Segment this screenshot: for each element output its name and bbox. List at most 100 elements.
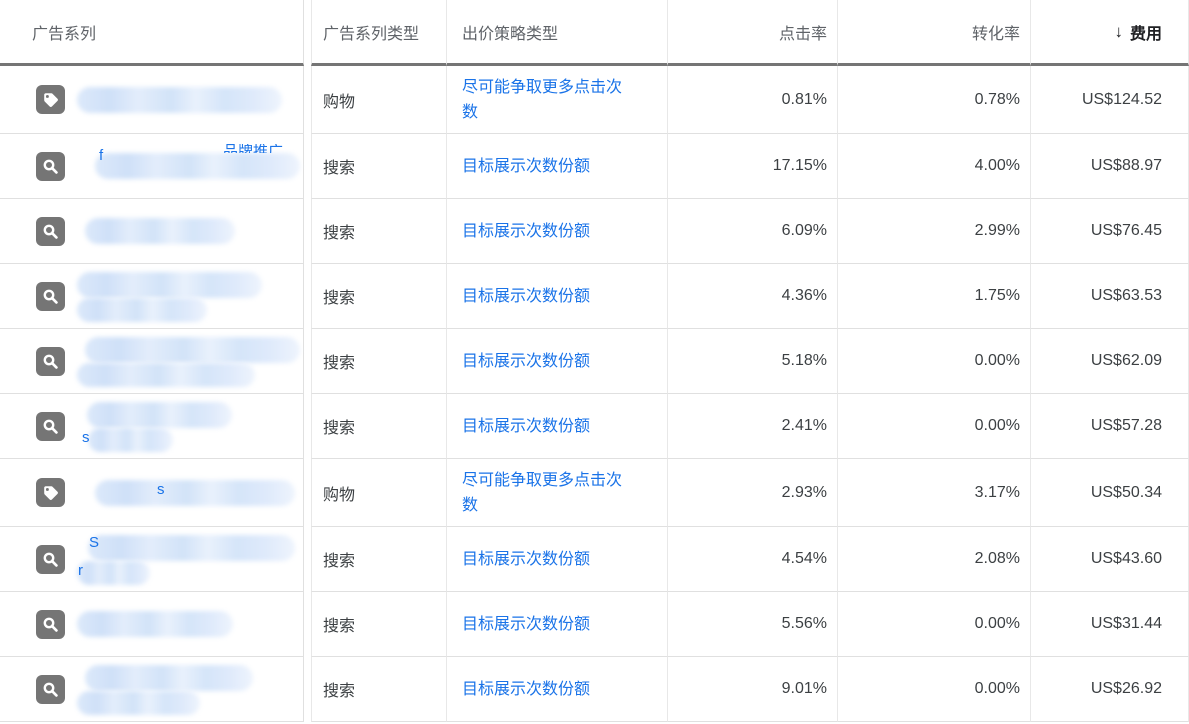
col-header-conversion-rate-label: 转化率: [971, 25, 1020, 43]
campaign-type-cell: 搜索: [311, 134, 446, 199]
bid-strategy-link[interactable]: 尽可能争取更多点击次数: [462, 78, 623, 121]
redacted-name-blur: [77, 561, 150, 585]
campaign-name-redacted[interactable]: [77, 66, 303, 133]
frozen-column-gap: [304, 264, 311, 329]
ctr-cell: 4.54%: [667, 527, 837, 592]
cost-value: US$88.97: [1090, 157, 1162, 174]
campaign-name-redacted[interactable]: s: [77, 394, 303, 458]
bid-strategy-link[interactable]: 目标展示次数份额: [462, 550, 591, 568]
campaign-name-redacted[interactable]: [77, 657, 303, 721]
bid-strategy-link[interactable]: 目标展示次数份额: [462, 417, 591, 435]
search-icon: [36, 346, 65, 376]
bid-strategy-cell: 尽可能争取更多点击次数: [446, 459, 667, 527]
ctr-cell: 17.15%: [667, 134, 837, 199]
bid-strategy-link[interactable]: 目标展示次数份额: [462, 680, 591, 698]
ctr-cell: 6.09%: [667, 199, 837, 264]
bid-strategy-link[interactable]: 目标展示次数份额: [462, 287, 591, 305]
cost-value: US$31.44: [1090, 615, 1162, 632]
bid-strategy-cell: 目标展示次数份额: [446, 264, 667, 329]
table-row[interactable]: 搜索 目标展示次数份额 6.09% 2.99% US$76.45: [0, 199, 1189, 264]
campaign-cell: [0, 592, 304, 657]
campaign-type-label: 购物: [323, 93, 356, 111]
campaign-name-redacted[interactable]: [77, 264, 303, 328]
campaign-name-redacted[interactable]: f 品牌推广: [77, 134, 303, 198]
table-row[interactable]: f 品牌推广 搜索 目标展示次数份额 17.15% 4.00% US$88.97: [0, 134, 1189, 199]
conversion-rate-value: 3.17%: [974, 483, 1020, 501]
table-row[interactable]: 购物 尽可能争取更多点击次数 0.81% 0.78% US$124.52: [0, 66, 1189, 134]
redacted-name-blur: [85, 218, 235, 244]
search-icon: [36, 609, 65, 639]
campaign-name-redacted[interactable]: [77, 199, 303, 263]
campaign-type-label: 搜索: [323, 160, 356, 177]
ctr-value: 0.81%: [781, 90, 827, 108]
cost-value: US$43.60: [1090, 550, 1162, 567]
campaign-name-redacted[interactable]: [77, 592, 303, 656]
search-icon: [36, 411, 65, 441]
cost-cell: US$57.28: [1030, 394, 1189, 459]
col-header-conversion-rate[interactable]: 转化率: [837, 0, 1030, 66]
bid-strategy-link[interactable]: 目标展示次数份额: [462, 615, 591, 633]
cost-value: US$76.45: [1090, 222, 1162, 239]
campaign-name-fragment: f: [99, 147, 104, 164]
table-row[interactable]: 搜索 目标展示次数份额 5.18% 0.00% US$62.09: [0, 329, 1189, 394]
ctr-value: 6.09%: [781, 222, 827, 239]
bid-strategy-link[interactable]: 目标展示次数份额: [462, 352, 591, 370]
sort-descending-icon: ↓: [1114, 21, 1123, 41]
table-header-row: 广告系列 广告系列类型 出价策略类型 点击率 转化率 ↓ 费用: [0, 0, 1189, 66]
bid-strategy-cell: 目标展示次数份额: [446, 527, 667, 592]
search-icon: [36, 544, 65, 574]
bid-strategy-link[interactable]: 目标展示次数份额: [462, 222, 591, 240]
col-header-ctr[interactable]: 点击率: [667, 0, 837, 66]
campaign-cell: [0, 264, 304, 329]
bid-strategy-cell: 目标展示次数份额: [446, 199, 667, 264]
cost-cell: US$62.09: [1030, 329, 1189, 394]
col-header-bid-strategy-type-label: 出价策略类型: [462, 25, 559, 43]
campaign-type-label: 搜索: [323, 618, 356, 635]
ctr-value: 2.93%: [781, 483, 827, 501]
col-header-cost[interactable]: ↓ 费用: [1030, 0, 1189, 66]
conversion-rate-cell: 0.00%: [837, 394, 1030, 459]
conversion-rate-value: 0.00%: [974, 680, 1020, 697]
campaign-type-cell: 搜索: [311, 592, 446, 657]
bid-strategy-cell: 目标展示次数份额: [446, 394, 667, 459]
campaign-name-redacted[interactable]: s: [77, 459, 303, 526]
col-header-campaign[interactable]: 广告系列: [0, 0, 304, 66]
cost-value: US$63.53: [1090, 287, 1162, 304]
redacted-name-blur: [77, 87, 282, 113]
search-icon: [36, 216, 65, 246]
frozen-column-gap: [304, 199, 311, 264]
table-row[interactable]: 搜索 目标展示次数份额 4.36% 1.75% US$63.53: [0, 264, 1189, 329]
campaign-cell: f 品牌推广: [0, 134, 304, 199]
bid-strategy-cell: 尽可能争取更多点击次数: [446, 66, 667, 134]
col-header-campaign-type[interactable]: 广告系列类型: [311, 0, 446, 66]
frozen-column-gap: [304, 66, 311, 134]
campaign-cell: [0, 657, 304, 722]
table-row[interactable]: s 购物 尽可能争取更多点击次数 2.93% 3.17% US$50.34: [0, 459, 1189, 527]
col-header-bid-strategy-type[interactable]: 出价策略类型: [446, 0, 667, 66]
campaign-type-cell: 购物: [311, 459, 446, 527]
cost-value: US$62.09: [1090, 352, 1162, 369]
campaign-cell: [0, 329, 304, 394]
cost-value: US$50.34: [1090, 483, 1162, 501]
bid-strategy-link[interactable]: 目标展示次数份额: [462, 157, 591, 175]
table-row[interactable]: 搜索 目标展示次数份额 5.56% 0.00% US$31.44: [0, 592, 1189, 657]
campaign-name-redacted[interactable]: [77, 329, 303, 393]
table-row[interactable]: s 搜索 目标展示次数份额 2.41% 0.00% US$57.28: [0, 394, 1189, 459]
campaign-type-cell: 搜索: [311, 199, 446, 264]
campaign-type-label: 购物: [323, 486, 356, 504]
campaign-type-cell: 搜索: [311, 657, 446, 722]
conversion-rate-cell: 0.00%: [837, 657, 1030, 722]
table-row[interactable]: 搜索 目标展示次数份额 9.01% 0.00% US$26.92: [0, 657, 1189, 722]
redacted-name-blur: [77, 611, 233, 637]
bid-strategy-link[interactable]: 尽可能争取更多点击次数: [462, 471, 623, 514]
conversion-rate-value: 0.78%: [974, 90, 1020, 108]
conversion-rate-value: 4.00%: [974, 157, 1020, 174]
conversion-rate-value: 1.75%: [974, 287, 1020, 304]
campaign-type-label: 搜索: [323, 420, 356, 437]
campaign-cell: s: [0, 394, 304, 459]
conversion-rate-value: 0.00%: [974, 615, 1020, 632]
ctr-cell: 2.41%: [667, 394, 837, 459]
